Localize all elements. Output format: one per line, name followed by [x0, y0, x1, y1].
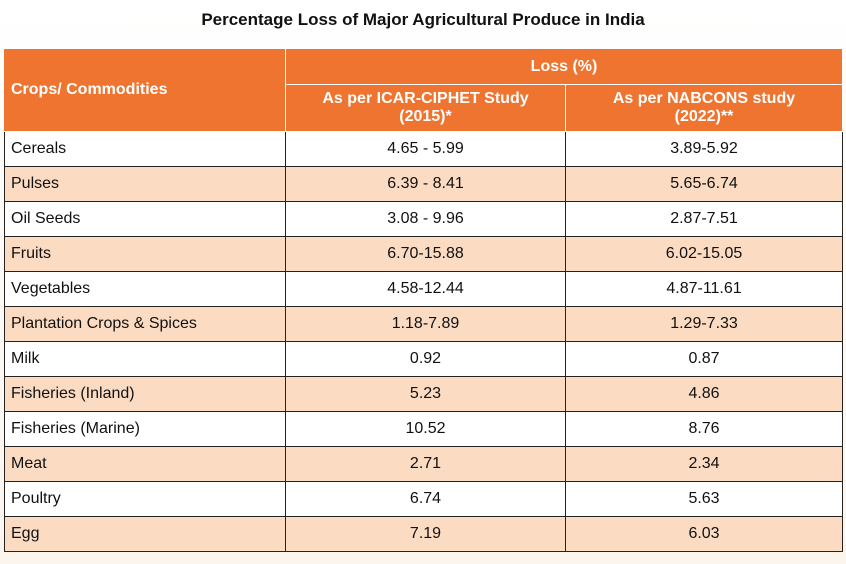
crop-name: Fisheries (Marine) — [4, 411, 286, 447]
header-nabcons-line2: (2022)** — [674, 108, 734, 126]
crop-name: Egg — [4, 516, 286, 552]
crop-name: Plantation Crops & Spices — [4, 306, 286, 342]
nabcons-value: 5.63 — [564, 481, 844, 517]
icar-value: 6.70-15.88 — [285, 236, 566, 272]
nabcons-value: 5.65-6.74 — [564, 166, 844, 202]
table-row: Fisheries (Inland) 5.23 4.86 — [4, 376, 844, 412]
table-row: Egg 7.19 6.03 — [4, 516, 844, 552]
nabcons-value: 4.87-11.61 — [564, 271, 844, 307]
icar-value: 3.08 - 9.96 — [285, 201, 566, 237]
icar-value: 4.58-12.44 — [285, 271, 566, 307]
icar-value: 7.19 — [285, 516, 566, 552]
table-row: Pulses 6.39 - 8.41 5.65-6.74 — [4, 166, 844, 202]
table-row: Fisheries (Marine) 10.52 8.76 — [4, 411, 844, 447]
icar-value: 4.65 - 5.99 — [285, 131, 566, 167]
crop-name: Poultry — [4, 481, 286, 517]
icar-value: 5.23 — [285, 376, 566, 412]
table-row: Cereals 4.65 - 5.99 3.89-5.92 — [4, 131, 844, 167]
header-icar: As per ICAR-CIPHET Study (2015)* — [285, 84, 566, 132]
page-title: Percentage Loss of Major Agricultural Pr… — [201, 10, 645, 29]
header-icar-line2: (2015)* — [399, 108, 452, 126]
nabcons-value: 6.03 — [564, 516, 844, 552]
crop-name: Fruits — [4, 236, 286, 272]
nabcons-value: 3.89-5.92 — [564, 131, 844, 167]
nabcons-value: 6.02-15.05 — [564, 236, 844, 272]
header-loss: Loss (%) — [284, 47, 844, 86]
nabcons-value: 4.86 — [564, 376, 844, 412]
icar-value: 1.18-7.89 — [285, 306, 566, 342]
crop-name: Meat — [4, 446, 286, 482]
table-row: Oil Seeds 3.08 - 9.96 2.87-7.51 — [4, 201, 844, 237]
crop-name: Milk — [4, 341, 286, 377]
header-icar-line1: As per ICAR-CIPHET Study — [322, 90, 529, 108]
table-row: Meat 2.71 2.34 — [4, 446, 844, 482]
header-crops: Crops/ Commodities — [4, 48, 286, 132]
table-row: Vegetables 4.58-12.44 4.87-11.61 — [4, 271, 844, 307]
crop-name: Vegetables — [4, 271, 286, 307]
loss-table: Crops/ Commodities Loss (%) As per ICAR-… — [4, 47, 844, 552]
table-row: Plantation Crops & Spices 1.18-7.89 1.29… — [4, 306, 844, 342]
table-row: Poultry 6.74 5.63 — [4, 481, 844, 517]
nabcons-value: 0.87 — [564, 341, 844, 377]
table-row: Milk 0.92 0.87 — [4, 341, 844, 377]
header-nabcons: As per NABCONS study (2022)** — [564, 84, 844, 132]
icar-value: 0.92 — [285, 341, 566, 377]
icar-value: 6.74 — [285, 481, 566, 517]
header-nabcons-line1: As per NABCONS study — [612, 90, 796, 108]
crop-name: Cereals — [4, 131, 286, 167]
nabcons-value: 1.29-7.33 — [564, 306, 844, 342]
icar-value: 6.39 - 8.41 — [285, 166, 566, 202]
nabcons-value: 2.87-7.51 — [564, 201, 844, 237]
crop-name: Fisheries (Inland) — [4, 376, 286, 412]
crop-name: Pulses — [4, 166, 286, 202]
crop-name: Oil Seeds — [4, 201, 286, 237]
icar-value: 2.71 — [285, 446, 566, 482]
nabcons-value: 8.76 — [564, 411, 844, 447]
nabcons-value: 2.34 — [564, 446, 844, 482]
table-row: Fruits 6.70-15.88 6.02-15.05 — [4, 236, 844, 272]
icar-value: 10.52 — [285, 411, 566, 447]
